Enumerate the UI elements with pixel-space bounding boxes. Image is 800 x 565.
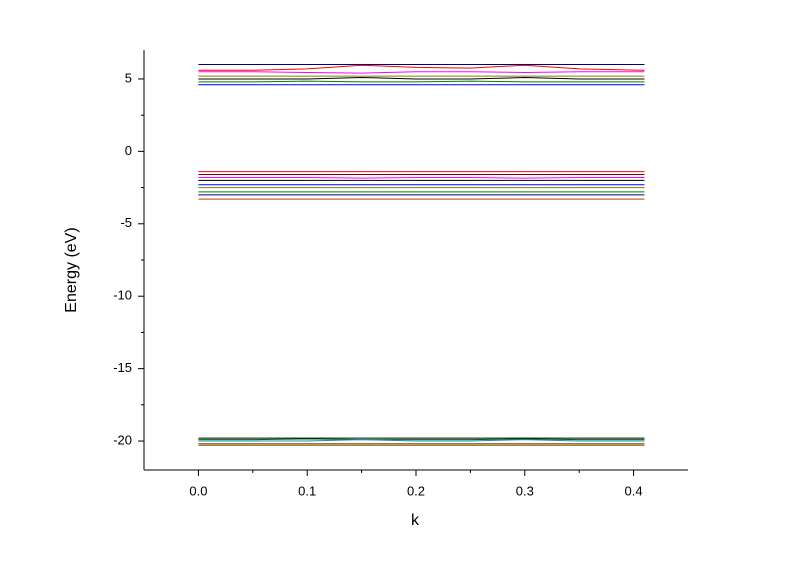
y-tick-label: -15 xyxy=(113,360,132,375)
y-axis-label: Energy (eV) xyxy=(63,227,80,312)
y-tick-label: 0 xyxy=(125,143,132,158)
x-tick-label: 0.2 xyxy=(407,483,425,498)
x-axis-label: k xyxy=(411,512,420,529)
x-tick-label: 0.4 xyxy=(625,483,643,498)
y-tick-label: -20 xyxy=(113,432,132,447)
y-tick-label: -5 xyxy=(120,215,132,230)
band-line xyxy=(198,438,645,441)
x-tick-label: 0.3 xyxy=(516,483,534,498)
y-tick-label: 5 xyxy=(125,70,132,85)
band-line xyxy=(198,80,645,83)
band-line xyxy=(198,71,645,74)
band-line xyxy=(198,439,645,442)
x-tick-label: 0.0 xyxy=(189,483,207,498)
band-line xyxy=(198,64,645,71)
band-line xyxy=(198,176,645,179)
y-tick-label: -10 xyxy=(113,288,132,303)
x-tick-label: 0.1 xyxy=(298,483,316,498)
band-line xyxy=(198,77,645,80)
